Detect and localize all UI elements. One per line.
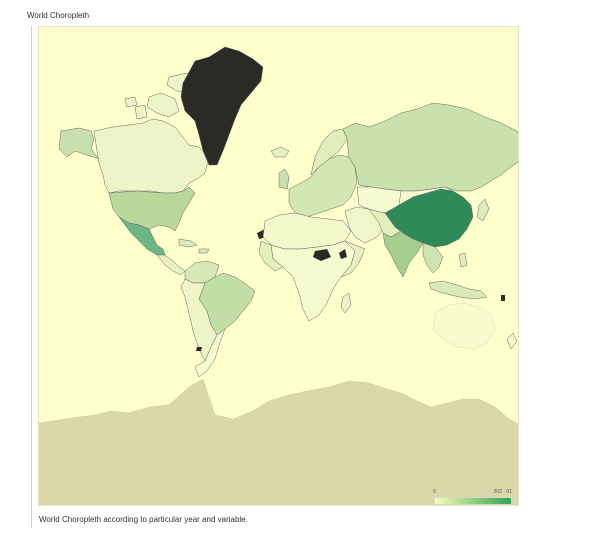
section-divider — [31, 26, 32, 528]
map-caption: World Choropleth according to particular… — [39, 515, 248, 524]
region-small-island[interactable] — [501, 295, 505, 301]
region-argentina-chile[interactable] — [194, 328, 226, 378]
region-iceland[interactable] — [270, 146, 290, 158]
region-indonesia[interactable] — [428, 280, 488, 300]
region-southeast-asia[interactable] — [422, 242, 444, 274]
region-falklands[interactable] — [196, 347, 202, 351]
map-legend: 0 202 · 01 — [432, 489, 514, 506]
region-japan[interactable] — [476, 198, 490, 222]
region-india[interactable] — [382, 230, 424, 278]
region-somalia[interactable] — [339, 249, 347, 259]
region-canada[interactable] — [93, 118, 210, 194]
region-east-africa[interactable] — [340, 240, 366, 278]
region-central-africa[interactable] — [270, 240, 356, 322]
map-container[interactable] — [38, 26, 519, 506]
region-south-sudan[interactable] — [313, 249, 331, 261]
region-madagascar[interactable] — [340, 292, 352, 314]
region-australia[interactable] — [432, 302, 496, 350]
region-new-zealand[interactable] — [506, 332, 518, 350]
region-philippines[interactable] — [458, 252, 468, 268]
region-arctic-islands[interactable] — [124, 72, 196, 120]
page-title: World Choropleth — [27, 11, 90, 20]
region-mexico[interactable] — [118, 216, 166, 256]
legend-gradient-bar — [434, 497, 512, 505]
choropleth-map[interactable] — [39, 27, 519, 506]
legend-max-label: 202 · 01 — [493, 489, 512, 495]
region-mongolia[interactable] — [398, 186, 454, 206]
region-west-africa[interactable] — [258, 240, 284, 272]
region-uk[interactable] — [278, 168, 290, 190]
region-antarctica[interactable] — [39, 378, 519, 506]
region-caribbean[interactable] — [178, 238, 210, 254]
legend-min-label: 0 — [433, 489, 436, 495]
region-greenland[interactable] — [180, 46, 264, 166]
